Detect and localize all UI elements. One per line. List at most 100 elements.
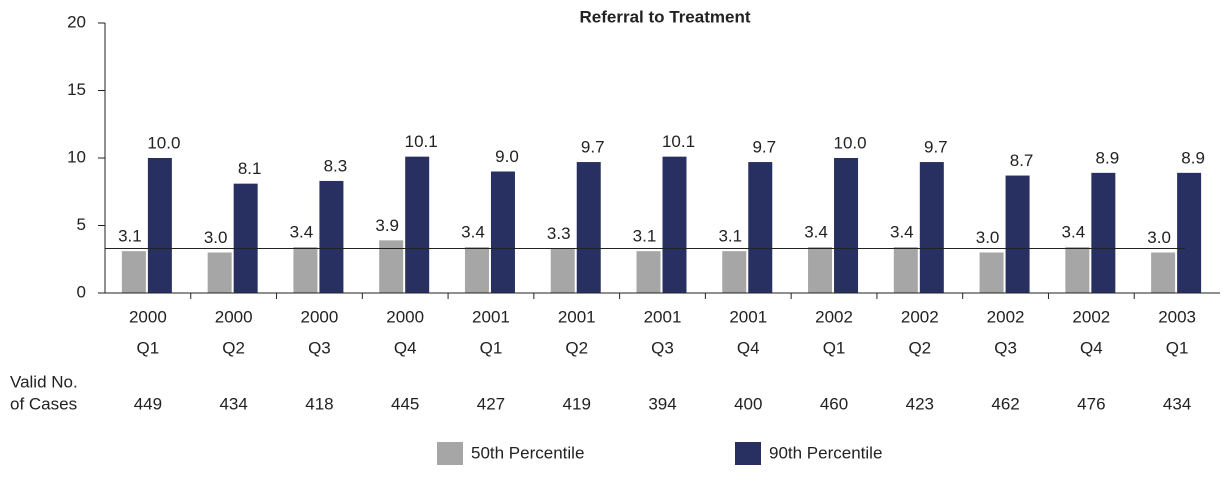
cases-label: Valid No. [10,372,78,391]
bar [147,158,172,293]
value-label: 3.1 [633,227,657,246]
value-label: 10.0 [147,133,180,152]
legend-swatch [437,442,463,465]
value-label: 3.1 [718,227,742,246]
x-tick-label: Q4 [737,338,760,357]
x-tick-label: 2002 [901,307,939,326]
x-tick-label: Q1 [1166,338,1189,357]
case-count: 419 [563,394,591,413]
case-count: 400 [734,394,762,413]
bar [1091,172,1116,293]
case-count: 427 [477,394,505,413]
bar [1151,252,1176,293]
x-tick-label: 2001 [472,307,510,326]
legend-swatch [735,442,761,465]
x-tick-label: Q2 [222,338,245,357]
y-tick-label: 10 [67,147,86,166]
bar [834,158,859,293]
bar [748,162,773,293]
x-tick-label: 2002 [987,307,1025,326]
case-count: 394 [648,394,676,413]
value-label: 3.9 [375,216,399,235]
x-tick-label: Q1 [823,338,846,357]
x-tick-label: Q3 [308,338,331,357]
value-label: 9.0 [495,147,519,166]
value-label: 3.4 [1062,223,1086,242]
x-tick-label: 2001 [558,307,596,326]
x-tick-label: Q2 [565,338,588,357]
bar [379,240,404,293]
bar [233,183,258,293]
x-tick-label: Q4 [1080,338,1103,357]
x-tick-label: 2001 [644,307,682,326]
y-tick-label: 15 [67,80,86,99]
bar [293,247,318,293]
value-label: 9.7 [924,138,948,157]
x-tick-label: Q2 [908,338,931,357]
x-tick-label: 2002 [815,307,853,326]
legend-label: 50th Percentile [471,443,584,462]
y-tick-label: 5 [77,215,86,234]
bar [722,251,747,293]
value-label: 3.0 [204,228,228,247]
value-label: 10.0 [833,133,866,152]
x-tick-label: Q4 [394,338,417,357]
value-label: 10.1 [662,132,695,151]
legend-label: 90th Percentile [769,443,882,462]
case-count: 434 [219,394,247,413]
value-label: 3.4 [890,223,914,242]
x-tick-label: 2001 [729,307,767,326]
value-label: 8.7 [1010,151,1034,170]
value-label: 8.9 [1096,148,1120,167]
value-label: 3.3 [547,224,571,243]
bar [636,251,661,293]
value-label: 9.7 [581,138,605,157]
y-tick-label: 20 [67,12,86,31]
bar [893,247,918,293]
bar [979,252,1004,293]
bar [1177,172,1202,293]
bar [1005,175,1030,293]
bar [490,171,515,293]
value-label: 3.4 [804,223,828,242]
x-tick-label: 2000 [386,307,424,326]
x-tick-label: 2003 [1158,307,1196,326]
case-count: 423 [906,394,934,413]
value-label: 3.0 [1147,228,1171,247]
value-label: 3.4 [290,223,314,242]
bar [207,252,232,293]
bar [405,156,430,293]
x-tick-label: 2000 [301,307,339,326]
bar [919,162,944,293]
bar [662,156,687,293]
x-tick-label: 2000 [129,307,167,326]
x-tick-label: Q1 [480,338,503,357]
x-tick-label: 2002 [1072,307,1110,326]
bar [550,248,575,293]
value-label: 8.3 [324,156,348,175]
chart-title: Referral to Treatment [580,7,751,26]
bar [808,247,833,293]
value-label: 3.0 [976,228,1000,247]
case-count: 418 [305,394,333,413]
case-count: 449 [134,394,162,413]
value-label: 3.1 [118,227,142,246]
bar [464,247,489,293]
x-tick-label: Q1 [137,338,160,357]
case-count: 445 [391,394,419,413]
y-tick-label: 0 [77,282,86,301]
case-count: 460 [820,394,848,413]
cases-label: of Cases [10,394,77,413]
case-count: 462 [991,394,1019,413]
bar [1065,247,1090,293]
x-tick-label: Q3 [651,338,674,357]
value-label: 8.9 [1181,148,1205,167]
x-tick-label: Q3 [994,338,1017,357]
case-count: 476 [1077,394,1105,413]
value-label: 8.1 [238,159,262,178]
bar [121,251,146,293]
value-label: 9.7 [752,138,776,157]
bar [576,162,601,293]
value-label: 10.1 [405,132,438,151]
